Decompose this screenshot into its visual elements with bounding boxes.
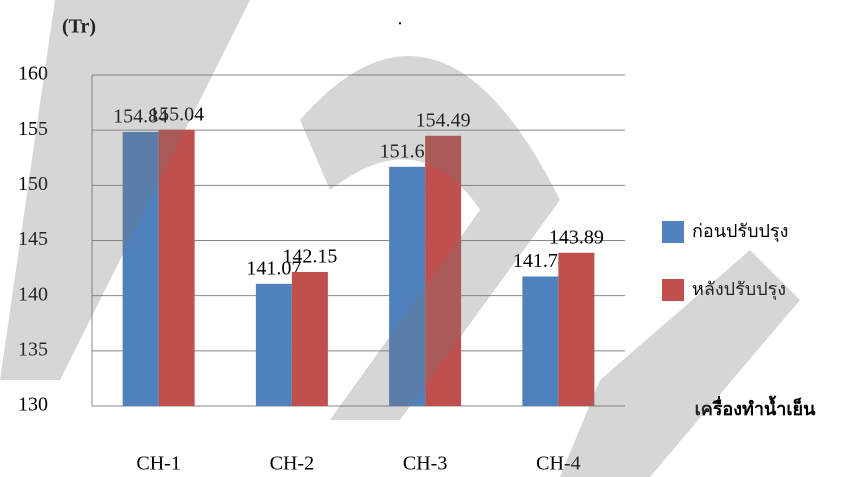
bar — [255, 283, 292, 406]
y-axis-label: (Tr) — [62, 16, 96, 38]
value-label: 141.74 — [513, 250, 568, 272]
value-label: 154.84 — [113, 106, 168, 128]
legend-label: หลังปรับปรุง — [692, 279, 786, 300]
watermark — [300, 56, 560, 420]
y-tick-label: 135 — [18, 338, 48, 360]
y-tick-label: 130 — [18, 394, 48, 416]
watermark — [560, 250, 800, 477]
bar — [425, 135, 462, 406]
watermark — [0, 0, 250, 380]
y-tick-label: 155 — [18, 118, 48, 140]
y-tick-label: 140 — [18, 283, 48, 305]
bar — [389, 166, 426, 406]
legend-label: ก่อนปรับปรุง — [692, 221, 788, 242]
value-label: 155.04 — [149, 103, 204, 125]
value-label: 143.89 — [549, 226, 604, 248]
x-tick-label: CH-1 — [136, 453, 180, 475]
x-axis-label: เครื่องทำน้ำเย็น — [695, 395, 817, 420]
y-tick-label: 150 — [18, 173, 48, 195]
value-label: 141.07 — [246, 257, 301, 279]
bar — [522, 276, 559, 406]
value-label: 151.68 — [380, 140, 435, 162]
bar — [291, 271, 328, 406]
x-tick-label: CH-2 — [270, 453, 314, 475]
bar — [122, 131, 159, 406]
y-tick-label: 145 — [18, 228, 48, 250]
chart-title: . — [398, 8, 403, 30]
value-label: 142.15 — [282, 246, 337, 268]
bar — [558, 252, 595, 406]
value-label: 154.49 — [416, 109, 471, 131]
x-tick-label: CH-3 — [403, 453, 447, 475]
bar — [158, 129, 195, 406]
legend-swatch — [662, 279, 684, 301]
legend-swatch — [662, 221, 684, 243]
x-tick-label: CH-4 — [536, 453, 580, 475]
y-tick-label: 160 — [18, 63, 48, 85]
